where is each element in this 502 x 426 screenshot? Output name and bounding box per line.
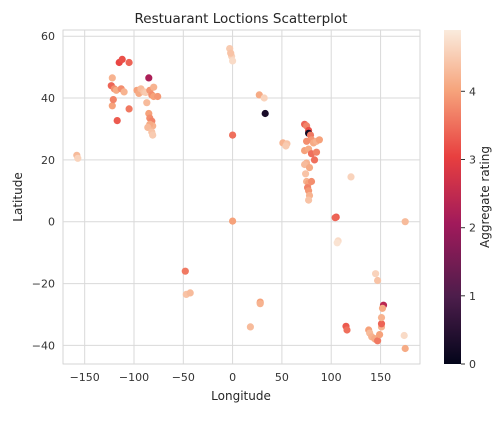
colorbar-tick-label: 2 (469, 222, 476, 235)
data-point (305, 164, 314, 172)
data-point (149, 131, 157, 139)
x-tick-label: −100 (119, 371, 149, 384)
data-point (74, 154, 82, 162)
data-point (145, 74, 153, 82)
data-point (181, 267, 189, 275)
x-tick-label: 100 (321, 371, 342, 384)
data-points (73, 45, 409, 353)
data-point (118, 55, 126, 64)
data-point (400, 331, 408, 340)
y-tick-label: 60 (41, 30, 55, 43)
data-point (246, 323, 254, 331)
data-point (186, 289, 194, 297)
data-point (229, 57, 237, 65)
y-tick-label: −20 (32, 278, 55, 291)
colorbar-tick-label: 3 (469, 154, 476, 167)
data-point (229, 131, 237, 139)
data-point (302, 170, 310, 178)
data-point (108, 102, 116, 110)
data-point (144, 123, 152, 131)
data-point (372, 270, 380, 278)
data-point (154, 92, 162, 101)
data-point (125, 105, 133, 113)
data-point (113, 117, 121, 125)
colorbar-label: Aggregate rating (478, 146, 492, 248)
x-axis-ticks: −150 −100 −50 0 50 100 150 (70, 371, 392, 384)
colorbar-ticks: 0 1 2 3 4 (461, 85, 476, 371)
data-point (377, 320, 386, 328)
data-point (378, 304, 387, 312)
y-tick-label: 20 (41, 154, 55, 167)
y-tick-label: 40 (41, 92, 55, 105)
colorbar-tick-label: 0 (469, 358, 476, 371)
data-point (310, 156, 319, 164)
x-axis-label: Longitude (211, 389, 271, 403)
colorbar (444, 30, 461, 364)
data-point (377, 314, 386, 322)
x-tick-label: 150 (370, 371, 391, 384)
data-point (108, 74, 116, 82)
data-point (315, 136, 323, 144)
data-point (229, 217, 237, 225)
grid-lines (63, 30, 420, 364)
data-point (374, 337, 382, 345)
data-point (347, 173, 355, 181)
data-point (227, 49, 235, 57)
data-point (333, 239, 341, 247)
colorbar-tick-label: 4 (469, 85, 476, 98)
data-point (343, 326, 351, 334)
x-tick-label: 0 (229, 371, 236, 384)
plot-area (62, 29, 421, 365)
data-point (120, 88, 128, 96)
data-point (256, 300, 264, 308)
data-point (376, 331, 384, 339)
y-tick-label: −40 (32, 339, 55, 352)
data-point (303, 137, 311, 145)
x-tick-label: −50 (172, 371, 195, 384)
data-point (261, 109, 269, 118)
y-axis-ticks: −40 −20 0 20 40 60 (32, 30, 55, 352)
data-point (125, 58, 133, 67)
data-point (374, 276, 382, 285)
chart-title: Restuarant Loctions Scatterplot (135, 11, 348, 27)
data-point (305, 196, 313, 204)
data-point (109, 96, 117, 104)
y-axis-label: Latitude (11, 172, 25, 221)
data-point (312, 148, 321, 156)
x-tick-label: −150 (70, 371, 100, 384)
data-point (282, 142, 290, 150)
data-point (401, 218, 409, 226)
x-tick-label: 50 (275, 371, 289, 384)
data-point (307, 177, 316, 186)
data-point (150, 83, 158, 91)
data-point (401, 344, 409, 353)
data-point (143, 99, 151, 107)
data-point (331, 214, 339, 222)
data-point (260, 94, 268, 102)
colorbar-tick-label: 1 (469, 290, 476, 303)
y-tick-label: 0 (48, 216, 55, 229)
